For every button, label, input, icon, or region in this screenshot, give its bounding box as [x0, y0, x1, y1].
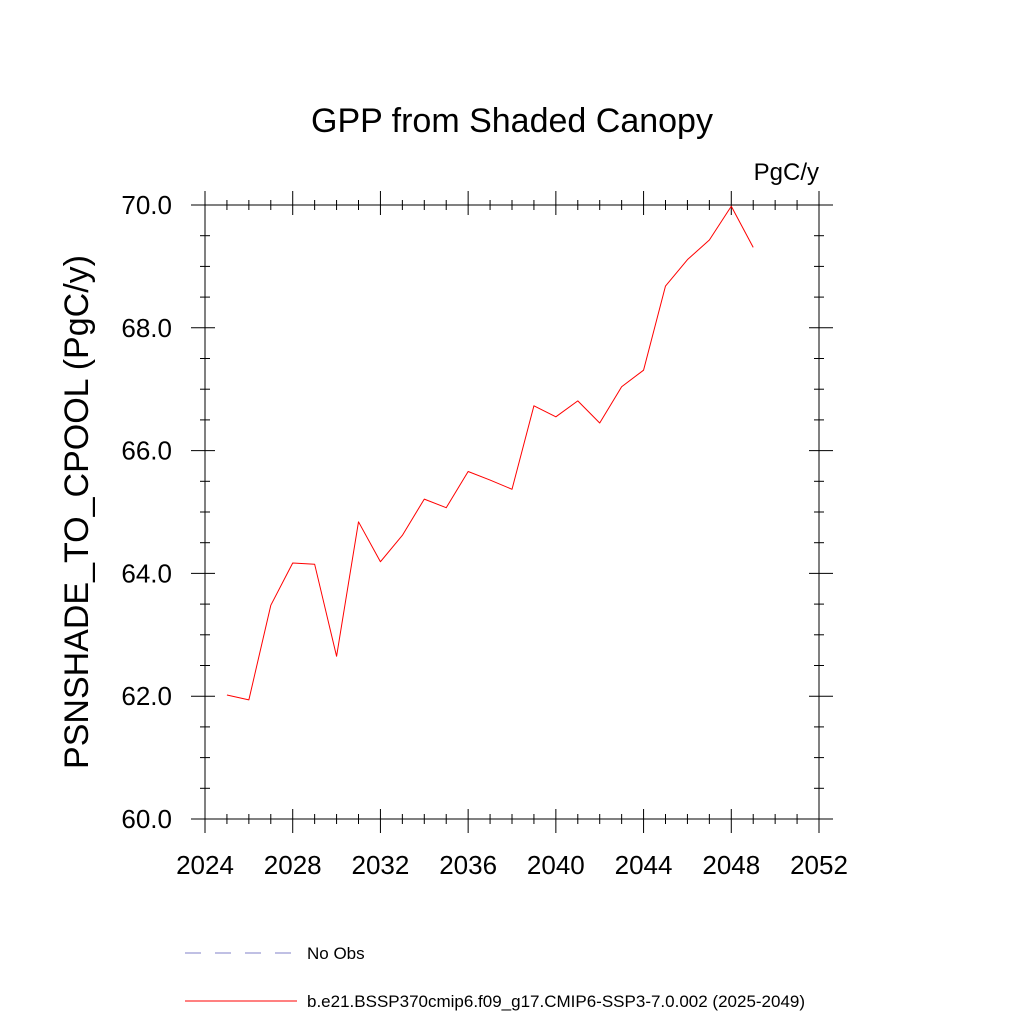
chart-title: GPP from Shaded Canopy — [311, 102, 713, 140]
data-point — [687, 259, 689, 261]
data-point — [270, 605, 272, 607]
data-point — [533, 405, 535, 407]
y-tick-labels: 60.0 62.0 64.0 66.0 68.0 70.0 — [121, 190, 172, 834]
legend-label-no-obs: No Obs — [307, 944, 365, 963]
data-point — [402, 535, 404, 537]
data-point — [511, 488, 513, 490]
data-point — [730, 205, 732, 207]
y-tick-label: 60.0 — [121, 804, 172, 834]
y-tick-label: 66.0 — [121, 436, 172, 466]
data-point — [336, 655, 338, 657]
series-layer — [226, 205, 754, 701]
data-point — [292, 562, 294, 564]
y-tick-label: 70.0 — [121, 190, 172, 220]
data-point — [226, 694, 228, 696]
data-point — [555, 416, 557, 418]
x-tick-labels: 2024 2028 2032 2036 2040 2044 2048 2052 — [176, 850, 848, 880]
data-point — [709, 239, 711, 241]
x-tick-label: 2048 — [702, 850, 760, 880]
data-point — [314, 563, 316, 565]
data-point — [599, 422, 601, 424]
data-point — [577, 400, 579, 402]
data-point — [248, 699, 250, 701]
data-point — [445, 507, 447, 509]
y-tick-label: 68.0 — [121, 313, 172, 343]
units-label: PgC/y — [754, 159, 819, 186]
y-tick-label: 62.0 — [121, 681, 172, 711]
y-axis-label: PSNSHADE_TO_CPOOL (PgC/y) — [58, 255, 96, 769]
minor-ticks — [200, 200, 824, 824]
data-point — [467, 471, 469, 473]
data-point — [489, 479, 491, 481]
data-point — [380, 561, 382, 563]
x-tick-label: 2040 — [527, 850, 585, 880]
x-tick-label: 2032 — [352, 850, 410, 880]
data-point — [665, 285, 667, 287]
data-point — [423, 498, 425, 500]
x-tick-label: 2028 — [264, 850, 322, 880]
data-point — [752, 247, 754, 249]
x-tick-label: 2044 — [615, 850, 673, 880]
legend: No Obs b.e21.BSSP370cmip6.f09_g17.CMIP6-… — [185, 944, 805, 1011]
x-tick-label: 2052 — [790, 850, 848, 880]
series-line — [226, 205, 754, 701]
major-ticks — [191, 191, 833, 833]
data-point — [621, 386, 623, 388]
data-point — [643, 369, 645, 371]
x-tick-label: 2024 — [176, 850, 234, 880]
y-tick-label: 64.0 — [121, 558, 172, 588]
legend-label-model-run: b.e21.BSSP370cmip6.f09_g17.CMIP6-SSP3-7.… — [307, 992, 805, 1011]
data-point — [358, 521, 360, 523]
x-tick-label: 2036 — [439, 850, 497, 880]
